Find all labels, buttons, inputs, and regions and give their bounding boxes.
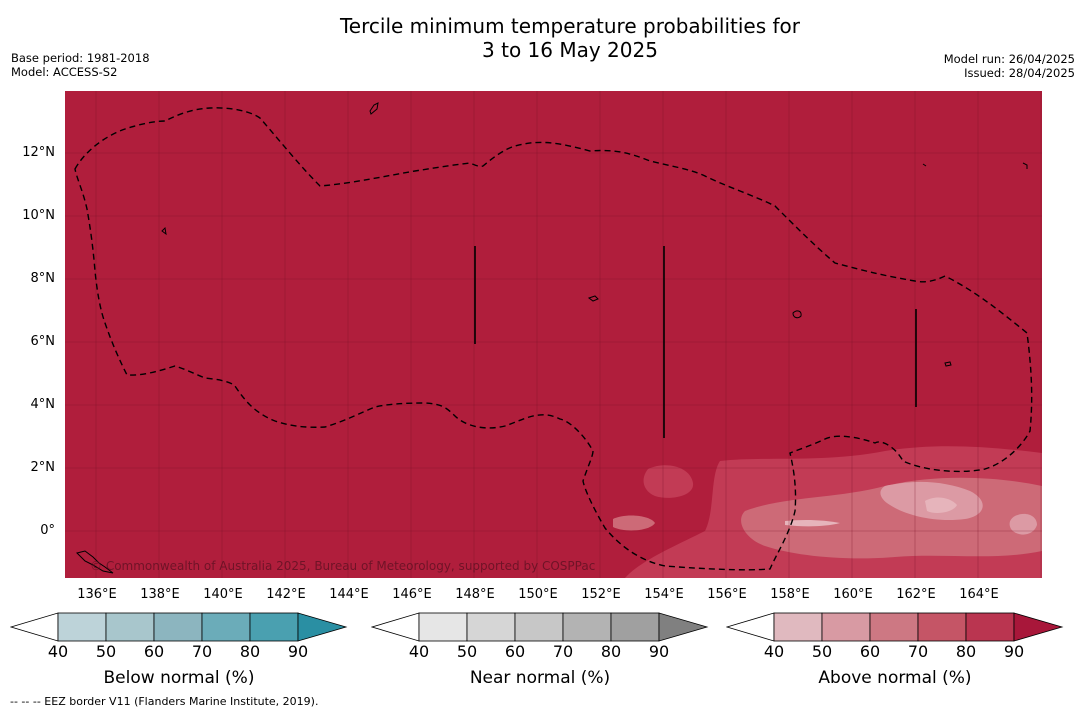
- colorbar-low-extension: [10, 612, 59, 642]
- colorbar-segment: [201, 612, 251, 642]
- colorbar-tick-label: 70: [907, 642, 929, 661]
- colorbar-near-normal: [371, 612, 709, 642]
- boundary-segments: [474, 246, 917, 438]
- colorbar-title-near: Near normal (%): [469, 668, 611, 688]
- eez-borders: [74, 107, 1033, 571]
- lon-label-152e: 152°E: [581, 587, 621, 602]
- probability-contour-50-east: [1009, 513, 1037, 535]
- colorbar-segment: [57, 612, 107, 642]
- lon-label-162e: 162°E: [896, 587, 936, 602]
- map-gridlines: [65, 91, 1042, 578]
- probability-contour-60-west: [613, 515, 655, 531]
- lon-label-160e: 160°E: [833, 587, 873, 602]
- island-chuuk: [587, 295, 599, 302]
- probability-contour-70-west: [643, 465, 694, 498]
- colorbar-low-extension: [371, 612, 420, 642]
- colorbar-segment: [917, 612, 967, 642]
- colorbar-tick-label: 80: [600, 642, 622, 661]
- colorbar-tick-label: 40: [47, 642, 69, 661]
- lat-label-4n: 4°N: [30, 397, 56, 412]
- colorbar-tick-label: 80: [955, 642, 977, 661]
- eez-border-palau-fsm: [74, 107, 1033, 571]
- lon-label-136e: 136°E: [77, 587, 117, 602]
- lon-label-150e: 150°E: [518, 587, 558, 602]
- colorbar-tick-label: 60: [143, 642, 165, 661]
- lon-label-146e: 146°E: [392, 587, 432, 602]
- colorbar-tick-label: 70: [552, 642, 574, 661]
- colorbar-title-below: Below normal (%): [103, 668, 255, 688]
- lon-label-158e: 158°E: [770, 587, 810, 602]
- model-text: Model: ACCESS-S2: [11, 65, 118, 79]
- colorbar-low-extension: [726, 612, 775, 642]
- colorbar-segment: [773, 612, 823, 642]
- meta-right: Model run: 26/04/2025 Issued: 28/04/2025: [944, 52, 1075, 80]
- colorbar-segment: [610, 612, 660, 642]
- lon-label-148e: 148°E: [455, 587, 495, 602]
- island-marshall: [1022, 162, 1028, 169]
- lat-label-0: 0°: [40, 523, 55, 538]
- island-solomons: [76, 550, 114, 574]
- issued-text: Issued: 28/04/2025: [964, 66, 1075, 80]
- colorbar-segment: [153, 612, 203, 642]
- island-pohnpei: [792, 310, 802, 319]
- lat-label-8n: 8°N: [30, 271, 56, 286]
- colorbar-segment: [249, 612, 299, 642]
- island-east: [922, 163, 927, 167]
- lon-label-144e: 144°E: [329, 587, 369, 602]
- colorbar-segment: [869, 612, 919, 642]
- lon-label-138e: 138°E: [140, 587, 180, 602]
- lat-label-10n: 10°N: [22, 208, 55, 223]
- lon-label-140e: 140°E: [203, 587, 243, 602]
- colorbar-segment: [821, 612, 871, 642]
- colorbar-tick-label: 70: [191, 642, 213, 661]
- colorbar-high-extension: [658, 612, 709, 642]
- islands: [76, 102, 1028, 574]
- colorbar-tick-label: 90: [648, 642, 670, 661]
- title-line-1: Tercile minimum temperature probabilitie…: [339, 14, 801, 38]
- colorbar-high-extension: [297, 612, 348, 642]
- colorbar-high-extension: [1013, 612, 1064, 642]
- colorbar-tick-label: 40: [763, 642, 785, 661]
- lon-label-156e: 156°E: [707, 587, 747, 602]
- colorbar-above-normal: [726, 612, 1064, 642]
- colorbar-tick-label: 90: [287, 642, 309, 661]
- title-line-2: 3 to 16 May 2025: [482, 38, 658, 62]
- base-period-text: Base period: 1981-2018: [11, 51, 150, 65]
- map-canvas: [65, 91, 1042, 578]
- lat-label-2n: 2°N: [30, 460, 56, 475]
- colorbar-tick-label: 90: [1003, 642, 1025, 661]
- colorbar-tick-label: 50: [456, 642, 478, 661]
- colorbar-tick-label: 50: [811, 642, 833, 661]
- colorbar-segment: [105, 612, 155, 642]
- colorbar-title-above: Above normal (%): [818, 668, 972, 688]
- colorbar-segment: [562, 612, 612, 642]
- probability-contour-40: [925, 497, 957, 513]
- colorbar-segment: [418, 612, 468, 642]
- copyright-notice: © Commonwealth of Australia 2025, Bureau…: [90, 559, 596, 573]
- island-kosrae: [944, 361, 952, 367]
- lat-label-6n: 6°N: [30, 334, 56, 349]
- lon-label-142e: 142°E: [266, 587, 306, 602]
- lon-label-164e: 164°E: [959, 587, 999, 602]
- colorbar-tick-label: 50: [95, 642, 117, 661]
- island-marianas: [369, 102, 379, 115]
- lat-label-12n: 12°N: [22, 145, 55, 160]
- colorbar-tick-label: 80: [239, 642, 261, 661]
- eez-footnote: -- -- -- EEZ border V11 (Flanders Marine…: [10, 695, 319, 708]
- probability-map[interactable]: [65, 91, 1042, 578]
- lon-label-154e: 154°E: [644, 587, 684, 602]
- colorbar-segment: [514, 612, 564, 642]
- colorbar-segment: [466, 612, 516, 642]
- chart-title: Tercile minimum temperature probabilitie…: [0, 14, 1085, 62]
- colorbar-tick-label: 60: [859, 642, 881, 661]
- meta-left: Base period: 1981-2018 Model: ACCESS-S2: [11, 51, 150, 79]
- colorbar-below-normal: [10, 612, 348, 642]
- colorbar-tick-label: 40: [408, 642, 430, 661]
- model-run-text: Model run: 26/04/2025: [943, 52, 1075, 66]
- colorbar-segment: [965, 612, 1015, 642]
- probability-contour-40-strip: [785, 519, 840, 527]
- colorbar-tick-label: 60: [504, 642, 526, 661]
- island-west-1: [161, 226, 167, 236]
